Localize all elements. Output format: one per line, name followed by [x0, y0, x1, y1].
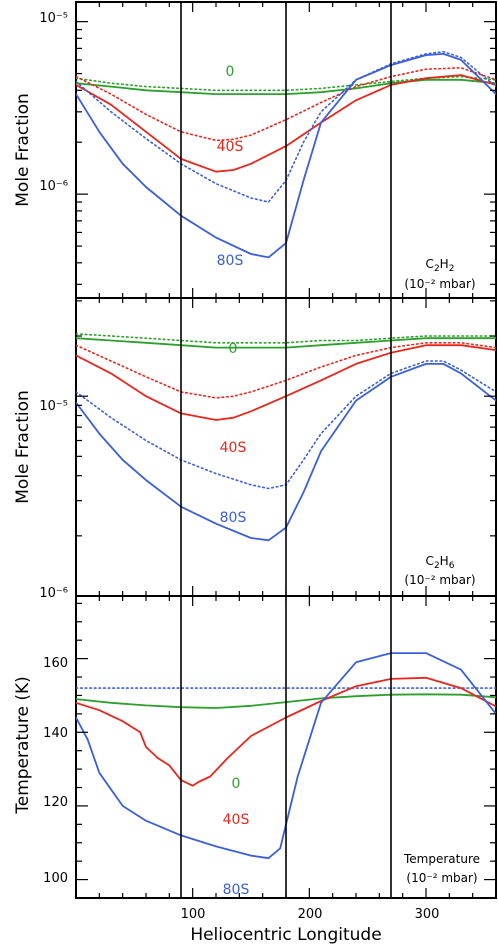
- p2-ytick-1e-5: 10⁻⁵: [39, 399, 68, 414]
- panel-1-series-3-dotted: [76, 67, 496, 142]
- p3-note-line1: Temperature: [403, 852, 480, 866]
- panel-2-series-5-dotted: [76, 360, 496, 490]
- p1-ytick-1e-6: 10⁻⁶: [39, 179, 68, 194]
- p1-label-80s: 80S: [217, 253, 244, 269]
- xtick-100: 100: [181, 907, 206, 922]
- panel-3-ylabel: Temperature (K): [13, 676, 33, 815]
- series-layer: [76, 50, 496, 860]
- panel-3-series-2-solid: [76, 676, 496, 787]
- p1-note: C2H2: [426, 257, 455, 274]
- p3-label-80s: 80S: [223, 882, 250, 898]
- panel-1-series-2-solid: [76, 74, 496, 173]
- panel-2-series-2-solid: [76, 344, 496, 421]
- p3-ytick-140: 140: [43, 726, 68, 741]
- p2-note-line2: (10⁻² mbar): [404, 573, 475, 587]
- xlabel: Heliocentric Longitude: [190, 925, 381, 945]
- p2-note: C2H6: [426, 554, 455, 571]
- p2-label-0: 0: [229, 341, 238, 357]
- p3-note-line2: (10⁻² mbar): [406, 871, 477, 885]
- panel-3-series-3-solid: [76, 652, 496, 860]
- xtick-200: 200: [298, 907, 323, 922]
- p1-label-0: 0: [226, 64, 235, 80]
- p1-note-line2: (10⁻² mbar): [404, 277, 475, 291]
- p3-ytick-120: 120: [43, 795, 68, 810]
- panel-3-series: [76, 652, 496, 860]
- p3-label-0: 0: [232, 776, 241, 792]
- p2-ytick-1e-6: 10⁻⁶: [39, 586, 68, 601]
- p3-ytick-160: 160: [43, 656, 68, 671]
- xtick-300: 300: [415, 907, 440, 922]
- p2-label-80s: 80S: [220, 510, 247, 526]
- panel-1-ylabel: Mole Fraction: [13, 93, 33, 207]
- p1-label-40s: 40S: [217, 139, 244, 155]
- panel-1-series-5-dotted: [76, 50, 496, 203]
- p2-label-40s: 40S: [220, 440, 247, 456]
- panel-2-ylabel: Mole Fraction: [13, 390, 33, 504]
- vertical-lines: [180, 2, 392, 898]
- panel-2-series-3-dotted: [76, 341, 496, 399]
- p3-ytick-100: 100: [43, 871, 68, 886]
- p3-label-40s: 40S: [223, 812, 250, 828]
- p1-ytick-1e-5: 10⁻⁵: [39, 11, 68, 26]
- ticks-layer: [76, 2, 496, 898]
- panel-2-series-1-dotted: [76, 333, 496, 344]
